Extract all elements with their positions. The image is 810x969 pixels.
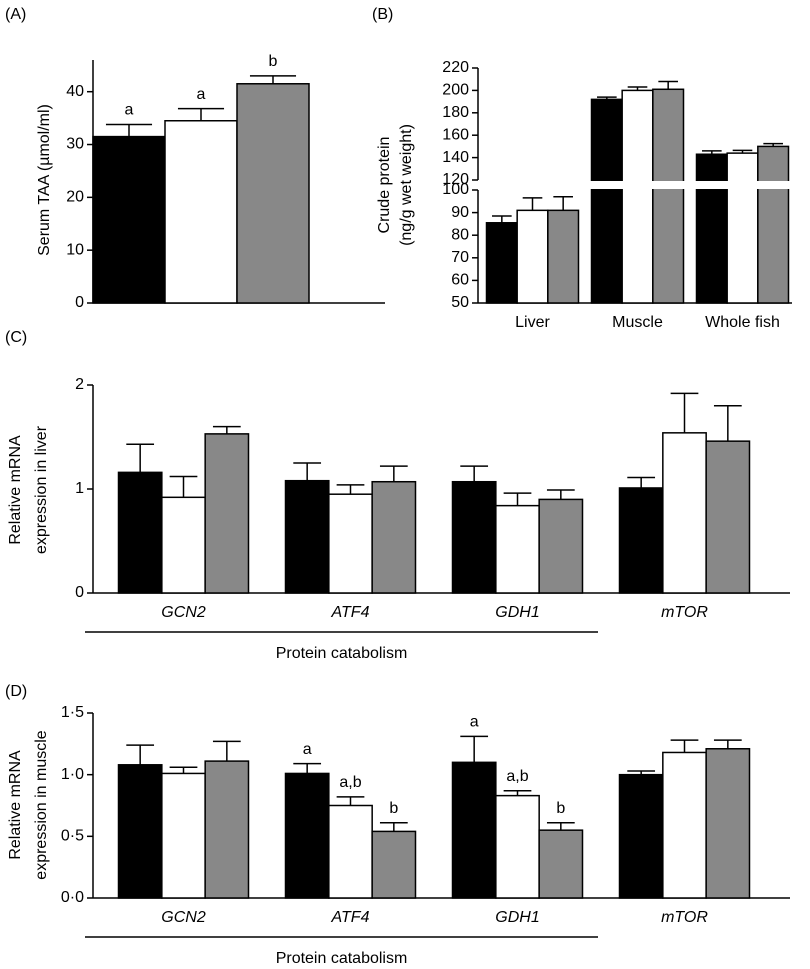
y-axis-label: Relative mRNA <box>7 750 24 860</box>
y-tick-label: 50 <box>451 294 469 311</box>
significance-letter: a <box>125 102 134 119</box>
bar <box>161 772 206 899</box>
y-tick-label: 200 <box>442 82 469 99</box>
y-tick-label: 0 <box>75 294 84 311</box>
panel-label: (C) <box>5 329 27 346</box>
bar <box>328 493 373 594</box>
x-tick-label: ATF4 <box>331 604 370 621</box>
bar <box>164 120 238 304</box>
y-tick-label: 1·0 <box>61 766 84 783</box>
bar <box>726 152 759 304</box>
bar <box>371 830 417 899</box>
bar <box>705 440 751 594</box>
group-label: Protein catabolism <box>276 950 408 967</box>
bar <box>538 829 584 899</box>
x-tick-label: mTOR <box>661 604 708 621</box>
y-tick-label: 0·0 <box>61 889 84 906</box>
bar <box>236 83 310 304</box>
significance-letter: a,b <box>506 768 528 785</box>
bar <box>590 98 623 304</box>
panel-label: (A) <box>5 6 26 23</box>
significance-letter: a <box>470 714 479 731</box>
x-tick-label: mTOR <box>661 909 708 926</box>
y-tick-label: 70 <box>451 249 469 266</box>
bar <box>495 504 540 594</box>
y-tick-label: 140 <box>442 149 469 166</box>
bar <box>117 471 163 594</box>
bar <box>451 761 497 899</box>
significance-letter: a,b <box>339 774 361 791</box>
x-tick-label: Liver <box>515 314 550 331</box>
bar <box>618 773 664 899</box>
bar <box>451 480 497 594</box>
significance-letter: b <box>556 800 565 817</box>
bar <box>485 222 518 304</box>
group-label: Protein catabolism <box>276 645 408 662</box>
bar <box>618 487 664 594</box>
bar <box>117 764 163 899</box>
y-tick-label: 160 <box>442 126 469 143</box>
y-tick-label: 100 <box>442 181 469 198</box>
y-tick-label: 1 <box>75 480 84 497</box>
y-axis-label: Crude protein <box>376 137 393 234</box>
y-tick-label: 0·5 <box>61 828 84 845</box>
bar <box>328 804 373 899</box>
bar <box>705 748 751 899</box>
axis-break <box>470 181 796 189</box>
y-tick-label: 10 <box>66 241 84 258</box>
y-axis-label: (ng/g wet weight) <box>398 124 415 246</box>
bar <box>621 89 654 304</box>
y-axis-label: expression in muscle <box>33 730 50 880</box>
bar <box>495 794 540 899</box>
x-tick-label: ATF4 <box>331 909 370 926</box>
y-tick-label: 30 <box>66 136 84 153</box>
y-tick-label: 2 <box>75 376 84 393</box>
bar <box>161 496 206 594</box>
y-tick-label: 80 <box>451 226 469 243</box>
y-tick-label: 220 <box>442 59 469 76</box>
significance-letter: b <box>269 53 278 70</box>
y-tick-label: 90 <box>451 204 469 221</box>
x-tick-label: Whole fish <box>705 314 780 331</box>
y-tick-label: 120 <box>442 171 469 188</box>
bar <box>204 760 250 899</box>
bar <box>204 433 250 594</box>
bar <box>695 153 728 304</box>
x-tick-label: GCN2 <box>161 604 206 621</box>
panel-label: (D) <box>5 683 27 700</box>
significance-letter: b <box>389 800 398 817</box>
bar <box>284 479 330 594</box>
x-tick-label: GDH1 <box>495 604 539 621</box>
bar <box>757 145 790 304</box>
y-axis-label: Serum TAA (µmol/ml) <box>36 104 53 256</box>
significance-letter: a <box>197 86 206 103</box>
panel-label: (B) <box>372 6 393 23</box>
bar <box>662 751 707 899</box>
y-axis-label: expression in liver <box>33 425 50 554</box>
y-tick-label: 1·5 <box>61 704 84 721</box>
y-tick-label: 180 <box>442 104 469 121</box>
y-tick-label: 60 <box>451 272 469 289</box>
bar <box>284 772 330 899</box>
x-tick-label: GCN2 <box>161 909 206 926</box>
bar <box>662 432 707 594</box>
y-axis-label: Relative mRNA <box>7 435 24 545</box>
bar <box>652 88 685 304</box>
x-tick-label: GDH1 <box>495 909 539 926</box>
y-tick-label: 40 <box>66 83 84 100</box>
bar <box>516 209 549 304</box>
bar <box>371 480 417 594</box>
bar <box>547 209 580 304</box>
bar <box>538 498 584 594</box>
y-tick-label: 0 <box>75 584 84 601</box>
y-tick-label: 20 <box>66 189 84 206</box>
x-tick-label: Muscle <box>612 314 663 331</box>
bar <box>92 135 166 304</box>
significance-letter: a <box>303 741 312 758</box>
